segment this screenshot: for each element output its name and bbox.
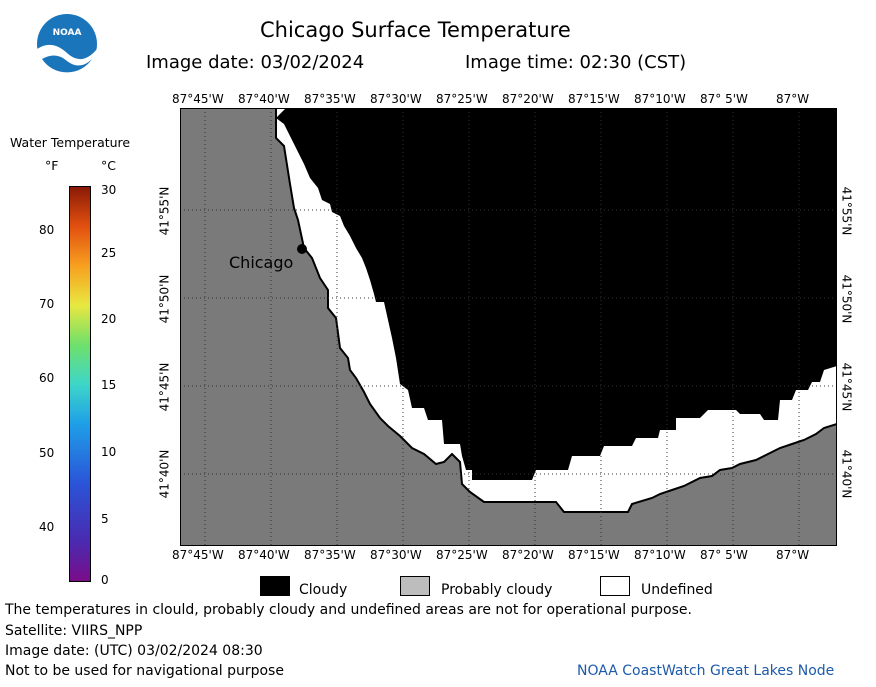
map-graticule — [180, 108, 837, 546]
colorbar-c-tick: 10 — [101, 445, 117, 459]
colorbar-c-tick: 25 — [101, 246, 117, 260]
image-time: Image time: 02:30 (CST) — [465, 52, 687, 73]
page-title: Chicago Surface Temperature — [260, 18, 571, 42]
lon-label-top: 87°45'W — [172, 92, 224, 106]
image-date: Image date: 03/02/2024 — [146, 52, 365, 73]
noaa-logo: NOAA — [36, 13, 98, 83]
lon-label-bottom: 87°W — [776, 548, 810, 562]
lat-label-right: 41°50'N — [839, 274, 854, 324]
colorbar-c-tick: 0 — [101, 573, 109, 587]
lon-label-bottom: 87°45'W — [172, 548, 224, 562]
lon-label-top: 87°15'W — [568, 92, 620, 106]
lon-label-top: 87°40'W — [238, 92, 290, 106]
map[interactable] — [180, 108, 837, 546]
colorbar-c-tick: 5 — [101, 512, 109, 526]
colorbar-unit-f: °F — [45, 158, 59, 173]
colorbar-f-tick: 60 — [39, 371, 55, 385]
map-land-area — [180, 108, 837, 546]
colorbar-f-tick: 50 — [39, 446, 55, 460]
lon-label-bottom: 87° 5'W — [700, 548, 748, 562]
colorbar-f-tick: 70 — [39, 297, 55, 311]
lon-label-bottom: 87°20'W — [502, 548, 554, 562]
legend-probably-cloudy-swatch — [400, 576, 430, 596]
lon-label-bottom: 87°15'W — [568, 548, 620, 562]
credit: NOAA CoastWatch Great Lakes Node — [577, 663, 835, 679]
legend-cloudy-swatch — [260, 576, 290, 596]
lon-label-top: 87°10'W — [634, 92, 686, 106]
colorbar-title: Water Temperature — [10, 135, 131, 150]
legend-undefined-label: Undefined — [641, 582, 713, 598]
map-frame — [180, 108, 837, 546]
noaa-logo-text: NOAA — [53, 28, 82, 38]
map-coastline — [275, 108, 837, 513]
lat-label-left: 41°40'N — [157, 449, 172, 499]
lon-label-bottom: 87°30'W — [370, 548, 422, 562]
chicago-marker — [297, 244, 307, 254]
lat-label-left: 41°50'N — [157, 274, 172, 324]
colorbar-f-tick: 80 — [39, 223, 55, 237]
disclaimer: The temperatures in clould, probably clo… — [5, 602, 692, 618]
lon-label-top: 87°30'W — [370, 92, 422, 106]
legend-undefined-swatch — [600, 576, 630, 596]
lat-label-left: 41°55'N — [157, 186, 172, 236]
lon-label-top: 87°35'W — [304, 92, 356, 106]
lon-label-bottom: 87°40'W — [238, 548, 290, 562]
lon-label-bottom: 87°25'W — [436, 548, 488, 562]
map-cloudy-area — [276, 108, 837, 480]
satellite: Satellite: VIIRS_NPP — [5, 623, 143, 639]
lon-label-bottom: 87°10'W — [634, 548, 686, 562]
colorbar-f-tick: 40 — [39, 520, 55, 534]
lat-label-right: 41°55'N — [839, 186, 854, 236]
colorbar — [69, 186, 91, 582]
lon-label-top: 87°25'W — [436, 92, 488, 106]
colorbar-unit-c: °C — [101, 158, 116, 173]
colorbar-c-tick: 30 — [101, 183, 117, 197]
colorbar-c-tick: 15 — [101, 378, 117, 392]
lon-label-top: 87°20'W — [502, 92, 554, 106]
colorbar-c-tick: 20 — [101, 312, 117, 326]
nav-warning: Not to be used for navigational purpose — [5, 663, 284, 679]
lon-label-bottom: 87°35'W — [304, 548, 356, 562]
legend-cloudy-label: Cloudy — [299, 582, 348, 598]
lat-label-right: 41°45'N — [839, 362, 854, 412]
lat-label-right: 41°40'N — [839, 449, 854, 499]
lon-label-top: 87°W — [776, 92, 810, 106]
lat-label-left: 41°45'N — [157, 362, 172, 412]
chicago-label: Chicago — [229, 253, 294, 272]
utc-date: Image date: (UTC) 03/02/2024 08:30 — [5, 643, 263, 659]
lon-label-top: 87° 5'W — [700, 92, 748, 106]
legend-probably-cloudy-label: Probably cloudy — [441, 582, 553, 598]
